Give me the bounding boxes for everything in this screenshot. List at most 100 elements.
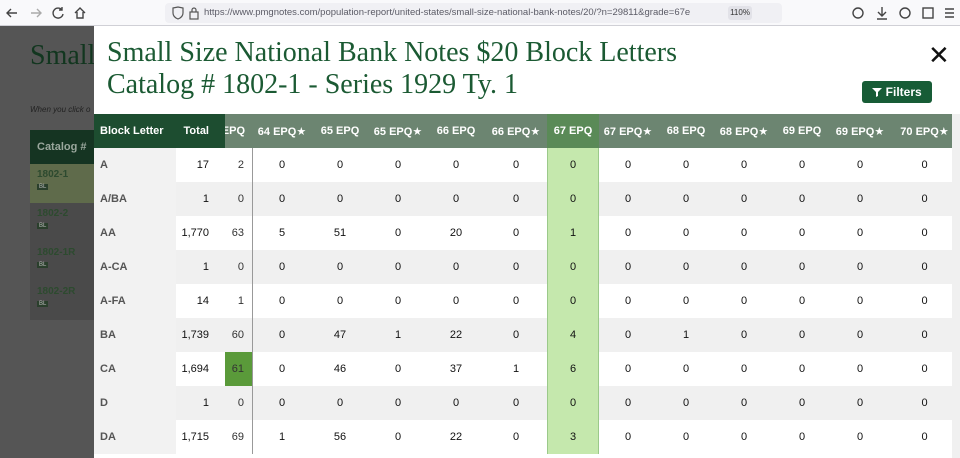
table-cell: 1: [225, 284, 253, 318]
column-header[interactable]: 67 EPQ★: [599, 114, 657, 148]
table-cell: 51: [311, 216, 369, 250]
table-cell: 0: [715, 420, 773, 454]
table-cell: 0: [715, 318, 773, 352]
background-catalog[interactable]: 1802-1: [37, 169, 69, 180]
table-cell: 0: [427, 284, 485, 318]
pocket-icon[interactable]: [852, 7, 864, 19]
close-button[interactable]: ✕: [928, 40, 950, 70]
background-catalog[interactable]: 1802-1R: [37, 247, 76, 258]
table-cell: 1: [176, 386, 225, 420]
table-cell: 60: [225, 318, 253, 352]
table-cell: 0: [715, 352, 773, 386]
table-cell: 0: [253, 352, 311, 386]
table-cell: 0: [485, 148, 547, 182]
column-header[interactable]: 68 EPQ★: [715, 114, 773, 148]
background-catalog[interactable]: 1802-2: [37, 208, 69, 219]
row-label: DA: [94, 420, 176, 454]
table-cell: 0: [773, 420, 831, 454]
table-cell: 0: [547, 284, 599, 318]
filters-button[interactable]: Filters: [862, 81, 932, 103]
table-cell: 0: [657, 182, 715, 216]
row-label: A-FA: [94, 284, 176, 318]
column-header[interactable]: 65 EPQ: [311, 114, 369, 148]
table-cell: 0: [253, 318, 311, 352]
table-cell: 0: [715, 182, 773, 216]
scrollbar[interactable]: [952, 114, 960, 458]
table-cell: 0: [657, 420, 715, 454]
table-cell: 0: [831, 420, 889, 454]
table-cell: 0: [485, 216, 547, 250]
table-cell: 0: [253, 148, 311, 182]
column-header[interactable]: 64 EPQ★: [253, 114, 311, 148]
url-icons: [172, 6, 199, 20]
table-cell: 0: [547, 182, 599, 216]
column-header[interactable]: Total: [176, 114, 225, 148]
table-cell: 2: [225, 148, 253, 182]
url-bar[interactable]: [165, 3, 782, 23]
reload-icon[interactable]: [52, 7, 64, 19]
table-cell: 0: [657, 216, 715, 250]
table-cell: 0: [715, 284, 773, 318]
table-cell: 0: [831, 284, 889, 318]
background-title: Small: [30, 40, 96, 71]
table-cell: 0: [253, 250, 311, 284]
table-cell: 0: [547, 386, 599, 420]
table-cell: 0: [715, 148, 773, 182]
background-note: When you click o: [30, 105, 91, 114]
table-cell: 0: [311, 148, 369, 182]
table-cell: 0: [427, 148, 485, 182]
table-cell: 56: [311, 420, 369, 454]
column-header[interactable]: 67 EPQ: [547, 114, 599, 148]
table-cell: 0: [369, 352, 427, 386]
column-header[interactable]: 70 EPQ★: [889, 114, 960, 148]
table-cell: 0: [657, 284, 715, 318]
forward-icon[interactable]: [31, 8, 42, 18]
column-header[interactable]: 69 EPQ★: [831, 114, 889, 148]
table-cell: 1: [547, 216, 599, 250]
table-cell: 5: [253, 216, 311, 250]
table-cell: 61: [225, 352, 253, 386]
table-cell: 46: [311, 352, 369, 386]
background-table-header: Catalog #: [30, 130, 100, 164]
table-cell: 0: [773, 148, 831, 182]
table-cell: 14: [176, 284, 225, 318]
background-badge: BL: [37, 223, 49, 229]
column-header[interactable]: 69 EPQ: [773, 114, 831, 148]
table-cell: 0: [599, 420, 657, 454]
home-icon[interactable]: [74, 7, 86, 19]
menu-icon[interactable]: [945, 8, 954, 18]
background-badge: BL: [37, 184, 49, 190]
column-header[interactable]: Block Letter: [94, 114, 176, 148]
background-catalog[interactable]: 1802-2R: [37, 286, 76, 297]
table-cell: 0: [831, 352, 889, 386]
table-cell: 0: [599, 250, 657, 284]
table-cell: 47: [311, 318, 369, 352]
table-cell: 0: [311, 284, 369, 318]
table-cell: 1: [485, 352, 547, 386]
table-cell: 0: [427, 386, 485, 420]
download-icon[interactable]: [877, 7, 887, 20]
table-cell: 0: [599, 318, 657, 352]
account-icon[interactable]: [899, 7, 911, 19]
column-header[interactable]: 65 EPQ★: [369, 114, 427, 148]
row-label: CA: [94, 352, 176, 386]
row-label: BA: [94, 318, 176, 352]
row-label: A-CA: [94, 250, 176, 284]
column-header[interactable]: 66 EPQ★: [485, 114, 547, 148]
table-cell: 0: [253, 182, 311, 216]
table-cell: 1: [253, 420, 311, 454]
column-header[interactable]: 66 EPQ: [427, 114, 485, 148]
table-cell: 22: [427, 420, 485, 454]
url-text[interactable]: https://www.pmgnotes.com/population-repo…: [204, 7, 691, 18]
filters-label[interactable]: Filters: [885, 85, 922, 99]
table-cell: 0: [889, 216, 960, 250]
back-icon[interactable]: [6, 8, 17, 18]
zoom-level[interactable]: 110%: [728, 6, 752, 20]
table-cell: 0: [657, 148, 715, 182]
extensions-icon[interactable]: [922, 7, 934, 19]
column-header[interactable]: EPQ: [225, 114, 253, 148]
table-cell: 0: [485, 250, 547, 284]
table-cell: 0: [599, 148, 657, 182]
table-cell: 0: [831, 216, 889, 250]
column-header[interactable]: 68 EPQ: [657, 114, 715, 148]
